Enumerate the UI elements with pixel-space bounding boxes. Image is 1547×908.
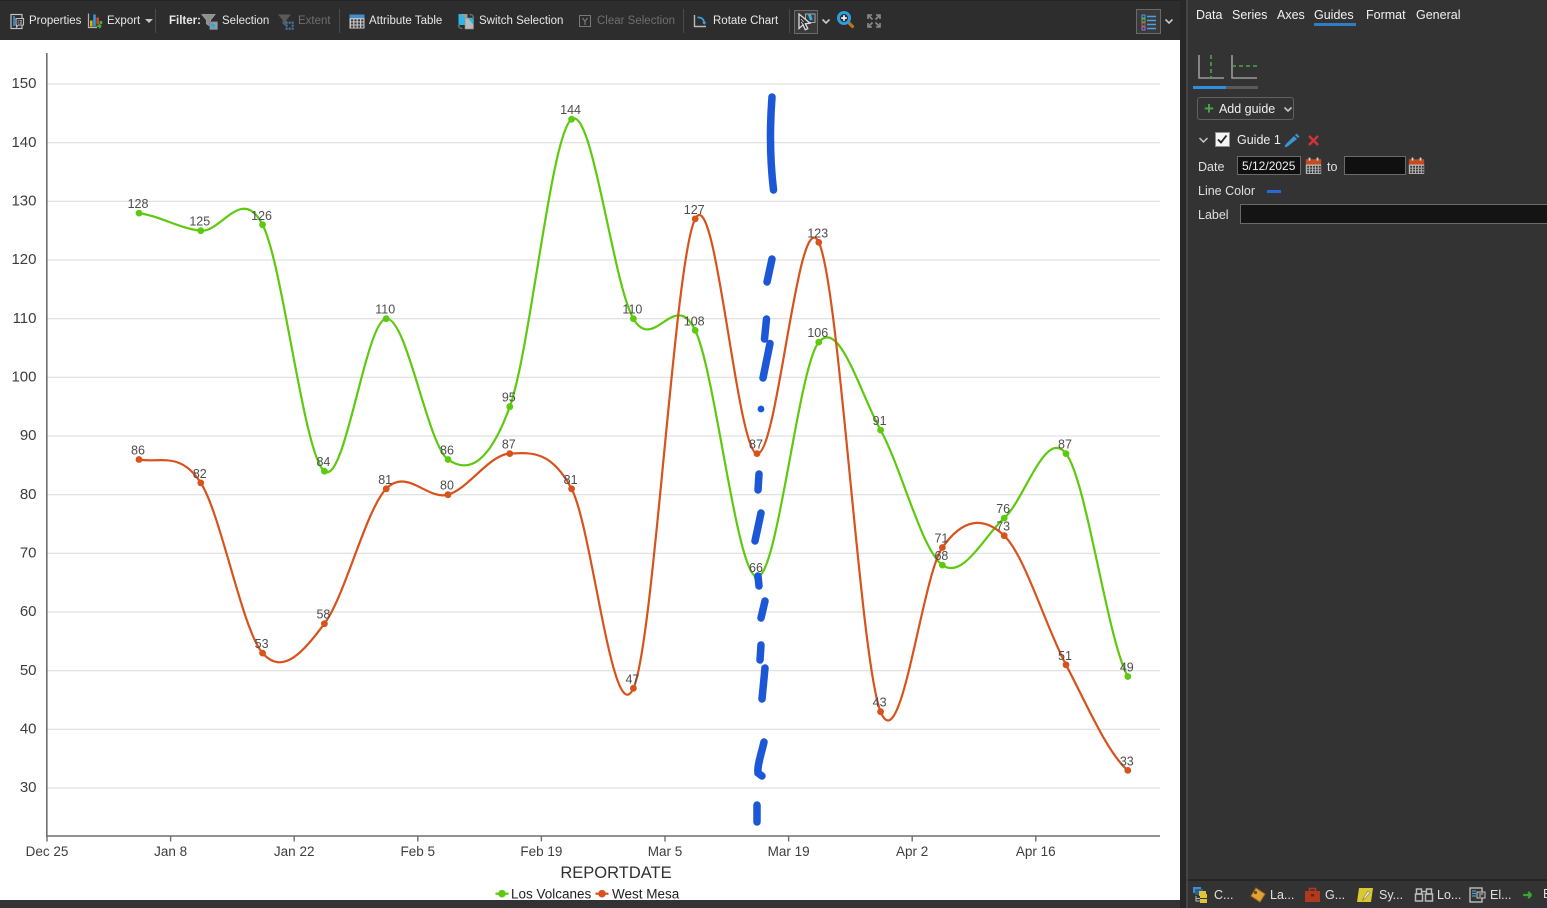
svg-text:53: 53 — [255, 637, 269, 651]
svg-text:87: 87 — [1058, 438, 1072, 452]
svg-text:108: 108 — [684, 314, 705, 328]
svg-text:43: 43 — [873, 696, 887, 710]
svg-text:110: 110 — [13, 310, 37, 327]
svg-text:90: 90 — [20, 427, 37, 444]
svg-text:125: 125 — [189, 215, 210, 229]
svg-text:60: 60 — [20, 603, 37, 620]
svg-text:Mar 19: Mar 19 — [768, 844, 810, 859]
svg-text:80: 80 — [440, 479, 454, 493]
svg-text:87: 87 — [502, 438, 516, 452]
svg-text:50: 50 — [20, 662, 37, 679]
svg-text:110: 110 — [375, 303, 395, 317]
svg-text:66: 66 — [749, 561, 763, 575]
svg-text:95: 95 — [502, 391, 516, 405]
svg-text:110: 110 — [622, 303, 642, 317]
svg-text:49: 49 — [1120, 661, 1134, 675]
svg-text:81: 81 — [564, 473, 578, 487]
svg-text:68: 68 — [934, 549, 948, 563]
svg-text:91: 91 — [873, 414, 887, 428]
svg-text:71: 71 — [934, 532, 948, 546]
svg-text:Jan 8: Jan 8 — [154, 844, 187, 859]
svg-text:84: 84 — [316, 455, 330, 469]
svg-text:30: 30 — [20, 779, 37, 796]
svg-text:128: 128 — [128, 197, 149, 211]
svg-text:33: 33 — [1120, 754, 1134, 768]
svg-text:123: 123 — [807, 226, 828, 240]
svg-text:76: 76 — [996, 502, 1010, 516]
svg-text:West Mesa: West Mesa — [612, 887, 680, 901]
svg-text:73: 73 — [996, 520, 1010, 534]
svg-text:130: 130 — [11, 193, 36, 210]
svg-text:106: 106 — [807, 326, 828, 340]
svg-text:150: 150 — [11, 75, 36, 92]
svg-text:Jan 22: Jan 22 — [274, 844, 315, 859]
svg-text:81: 81 — [378, 473, 392, 487]
svg-text:Los Volcanes: Los Volcanes — [511, 887, 592, 901]
svg-text:82: 82 — [193, 467, 207, 481]
svg-text:Mar 5: Mar 5 — [648, 844, 683, 859]
svg-text:Feb 5: Feb 5 — [401, 844, 436, 859]
svg-text:80: 80 — [20, 486, 37, 503]
svg-text:120: 120 — [11, 251, 36, 268]
svg-text:70: 70 — [20, 545, 37, 562]
svg-text:Dec 25: Dec 25 — [26, 844, 69, 859]
svg-text:Apr 16: Apr 16 — [1016, 844, 1056, 859]
svg-text:47: 47 — [625, 672, 639, 686]
svg-text:87: 87 — [749, 438, 763, 452]
svg-text:51: 51 — [1058, 649, 1072, 663]
svg-text:REPORTDATE: REPORTDATE — [560, 864, 671, 882]
svg-text:126: 126 — [251, 209, 272, 223]
svg-text:86: 86 — [440, 444, 454, 458]
svg-text:127: 127 — [684, 203, 705, 217]
svg-text:40: 40 — [20, 721, 37, 738]
svg-text:144: 144 — [560, 103, 581, 117]
svg-text:86: 86 — [131, 444, 145, 458]
svg-text:Feb 19: Feb 19 — [520, 844, 562, 859]
svg-text:140: 140 — [11, 134, 36, 151]
svg-text:58: 58 — [316, 608, 330, 622]
svg-text:Apr 2: Apr 2 — [896, 844, 928, 859]
svg-text:100: 100 — [11, 369, 36, 386]
